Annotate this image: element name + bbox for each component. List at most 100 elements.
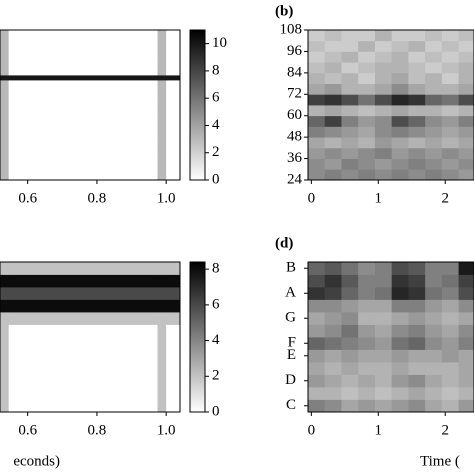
heatmap-cell (166, 55, 181, 61)
heatmap-cell (157, 155, 167, 161)
colorbar (189, 261, 206, 413)
heatmap-cell (157, 115, 167, 121)
heatmap-cell (408, 126, 426, 138)
y-tick-label: 36 (287, 150, 303, 166)
heatmap-cell (341, 30, 359, 42)
heatmap-cell (358, 274, 376, 288)
heatmap-cell (441, 274, 460, 288)
heatmap-cell (324, 374, 342, 388)
heatmap-cell (8, 262, 158, 275)
heatmap-cell (374, 72, 393, 84)
heatmap-cell (374, 262, 393, 275)
heatmap-cell (425, 126, 443, 138)
heatmap-cell (308, 30, 326, 42)
heatmap-cell (8, 55, 158, 61)
heatmap-cell (8, 387, 158, 400)
heatmap-cell (0, 120, 10, 126)
y-tick-label: D (285, 372, 296, 388)
heatmap-cell (458, 274, 474, 288)
heatmap-cell (166, 165, 181, 171)
heatmap-cell (308, 362, 326, 375)
heatmap-cell (341, 374, 359, 388)
heatmap-cell (458, 169, 474, 181)
heatmap-cell (324, 362, 342, 375)
colorbar-tick-label: 0 (212, 403, 220, 419)
heatmap-cell (8, 349, 158, 363)
heatmap-cell (458, 349, 474, 363)
heatmap-cell (166, 324, 181, 338)
heatmap-cell (341, 83, 359, 95)
heatmap-cell (324, 30, 342, 42)
heatmap-cell (166, 75, 181, 81)
heatmap-cell (157, 130, 167, 136)
heatmap-cell (0, 135, 10, 141)
heatmap-cell (166, 60, 181, 66)
heatmap-cell (166, 175, 181, 181)
heatmap-cell (157, 170, 167, 176)
colorbar-tick-label: 8 (212, 261, 220, 277)
heatmap-cell (0, 155, 10, 161)
heatmap-cell (8, 175, 158, 181)
heatmap-cell (308, 115, 326, 127)
heatmap-cell (324, 72, 342, 84)
heatmap-cell (374, 374, 393, 388)
heatmap-cell (308, 94, 326, 106)
heatmap-cell (157, 287, 167, 300)
heatmap-cell (0, 337, 10, 350)
heatmap-cell (8, 140, 158, 146)
heatmap-cell (0, 362, 10, 375)
heatmap-cell (425, 399, 443, 413)
heatmap-cell (0, 125, 10, 131)
heatmap-cell (308, 105, 326, 117)
heatmap-cell (358, 299, 376, 313)
heatmap-cell (8, 135, 158, 141)
heatmap-cell (0, 324, 10, 338)
heatmap-cell (341, 94, 359, 106)
heatmap-cell (166, 45, 181, 51)
heatmap-cell (308, 337, 326, 350)
heatmap-cell (358, 312, 376, 325)
heatmap-cell (374, 147, 393, 159)
heatmap-cell (425, 337, 443, 350)
heatmap-cell (408, 137, 426, 149)
heatmap-cell (391, 349, 409, 363)
heatmap-cell (324, 147, 342, 159)
heatmap-cell (166, 362, 181, 375)
heatmap-cell (425, 72, 443, 84)
heatmap-cell (166, 160, 181, 166)
heatmap-cell (408, 105, 426, 117)
heatmap-cell (0, 262, 10, 275)
heatmap-cell (8, 312, 158, 325)
heatmap-cell (391, 147, 409, 159)
heatmap-cell (458, 262, 474, 275)
heatmap-cell (308, 387, 326, 400)
heatmap-cell (408, 62, 426, 74)
heatmap-cell (425, 137, 443, 149)
heatmap-cell (425, 30, 443, 42)
heatmap-cell (324, 337, 342, 350)
heatmap-cell (157, 110, 167, 116)
heatmap-cell (308, 324, 326, 338)
heatmap-cell (166, 135, 181, 141)
heatmap-cell (441, 72, 460, 84)
heatmap-cell (358, 374, 376, 388)
heatmap-cell (391, 374, 409, 388)
heatmap-cell (0, 165, 10, 171)
heatmap-cell (0, 115, 10, 121)
heatmap-cell (308, 287, 326, 300)
heatmap-cell (341, 337, 359, 350)
heatmap-cell (308, 72, 326, 84)
y-tick-label: E (287, 347, 296, 363)
y-tick-label: A (285, 285, 296, 301)
heatmap-cell (441, 299, 460, 313)
heatmap-cell (308, 137, 326, 149)
heatmap-cell (8, 110, 158, 116)
heatmap-cell (8, 75, 158, 81)
heatmap-cell (458, 158, 474, 170)
heatmap-cell (374, 362, 393, 375)
heatmap-cell (425, 105, 443, 117)
heatmap-cell (157, 175, 167, 181)
heatmap-cell (157, 160, 167, 166)
heatmap-cell (358, 362, 376, 375)
heatmap-cell (0, 90, 10, 96)
